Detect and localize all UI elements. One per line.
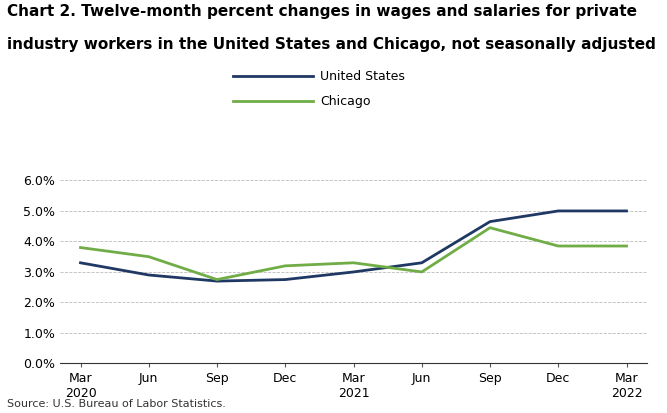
Text: Chicago: Chicago [320, 95, 371, 108]
Text: United States: United States [320, 70, 405, 83]
Text: Chart 2. Twelve-month percent changes in wages and salaries for private: Chart 2. Twelve-month percent changes in… [7, 4, 637, 19]
Text: Source: U.S. Bureau of Labor Statistics.: Source: U.S. Bureau of Labor Statistics. [7, 399, 225, 409]
Text: industry workers in the United States and Chicago, not seasonally adjusted: industry workers in the United States an… [7, 37, 656, 52]
